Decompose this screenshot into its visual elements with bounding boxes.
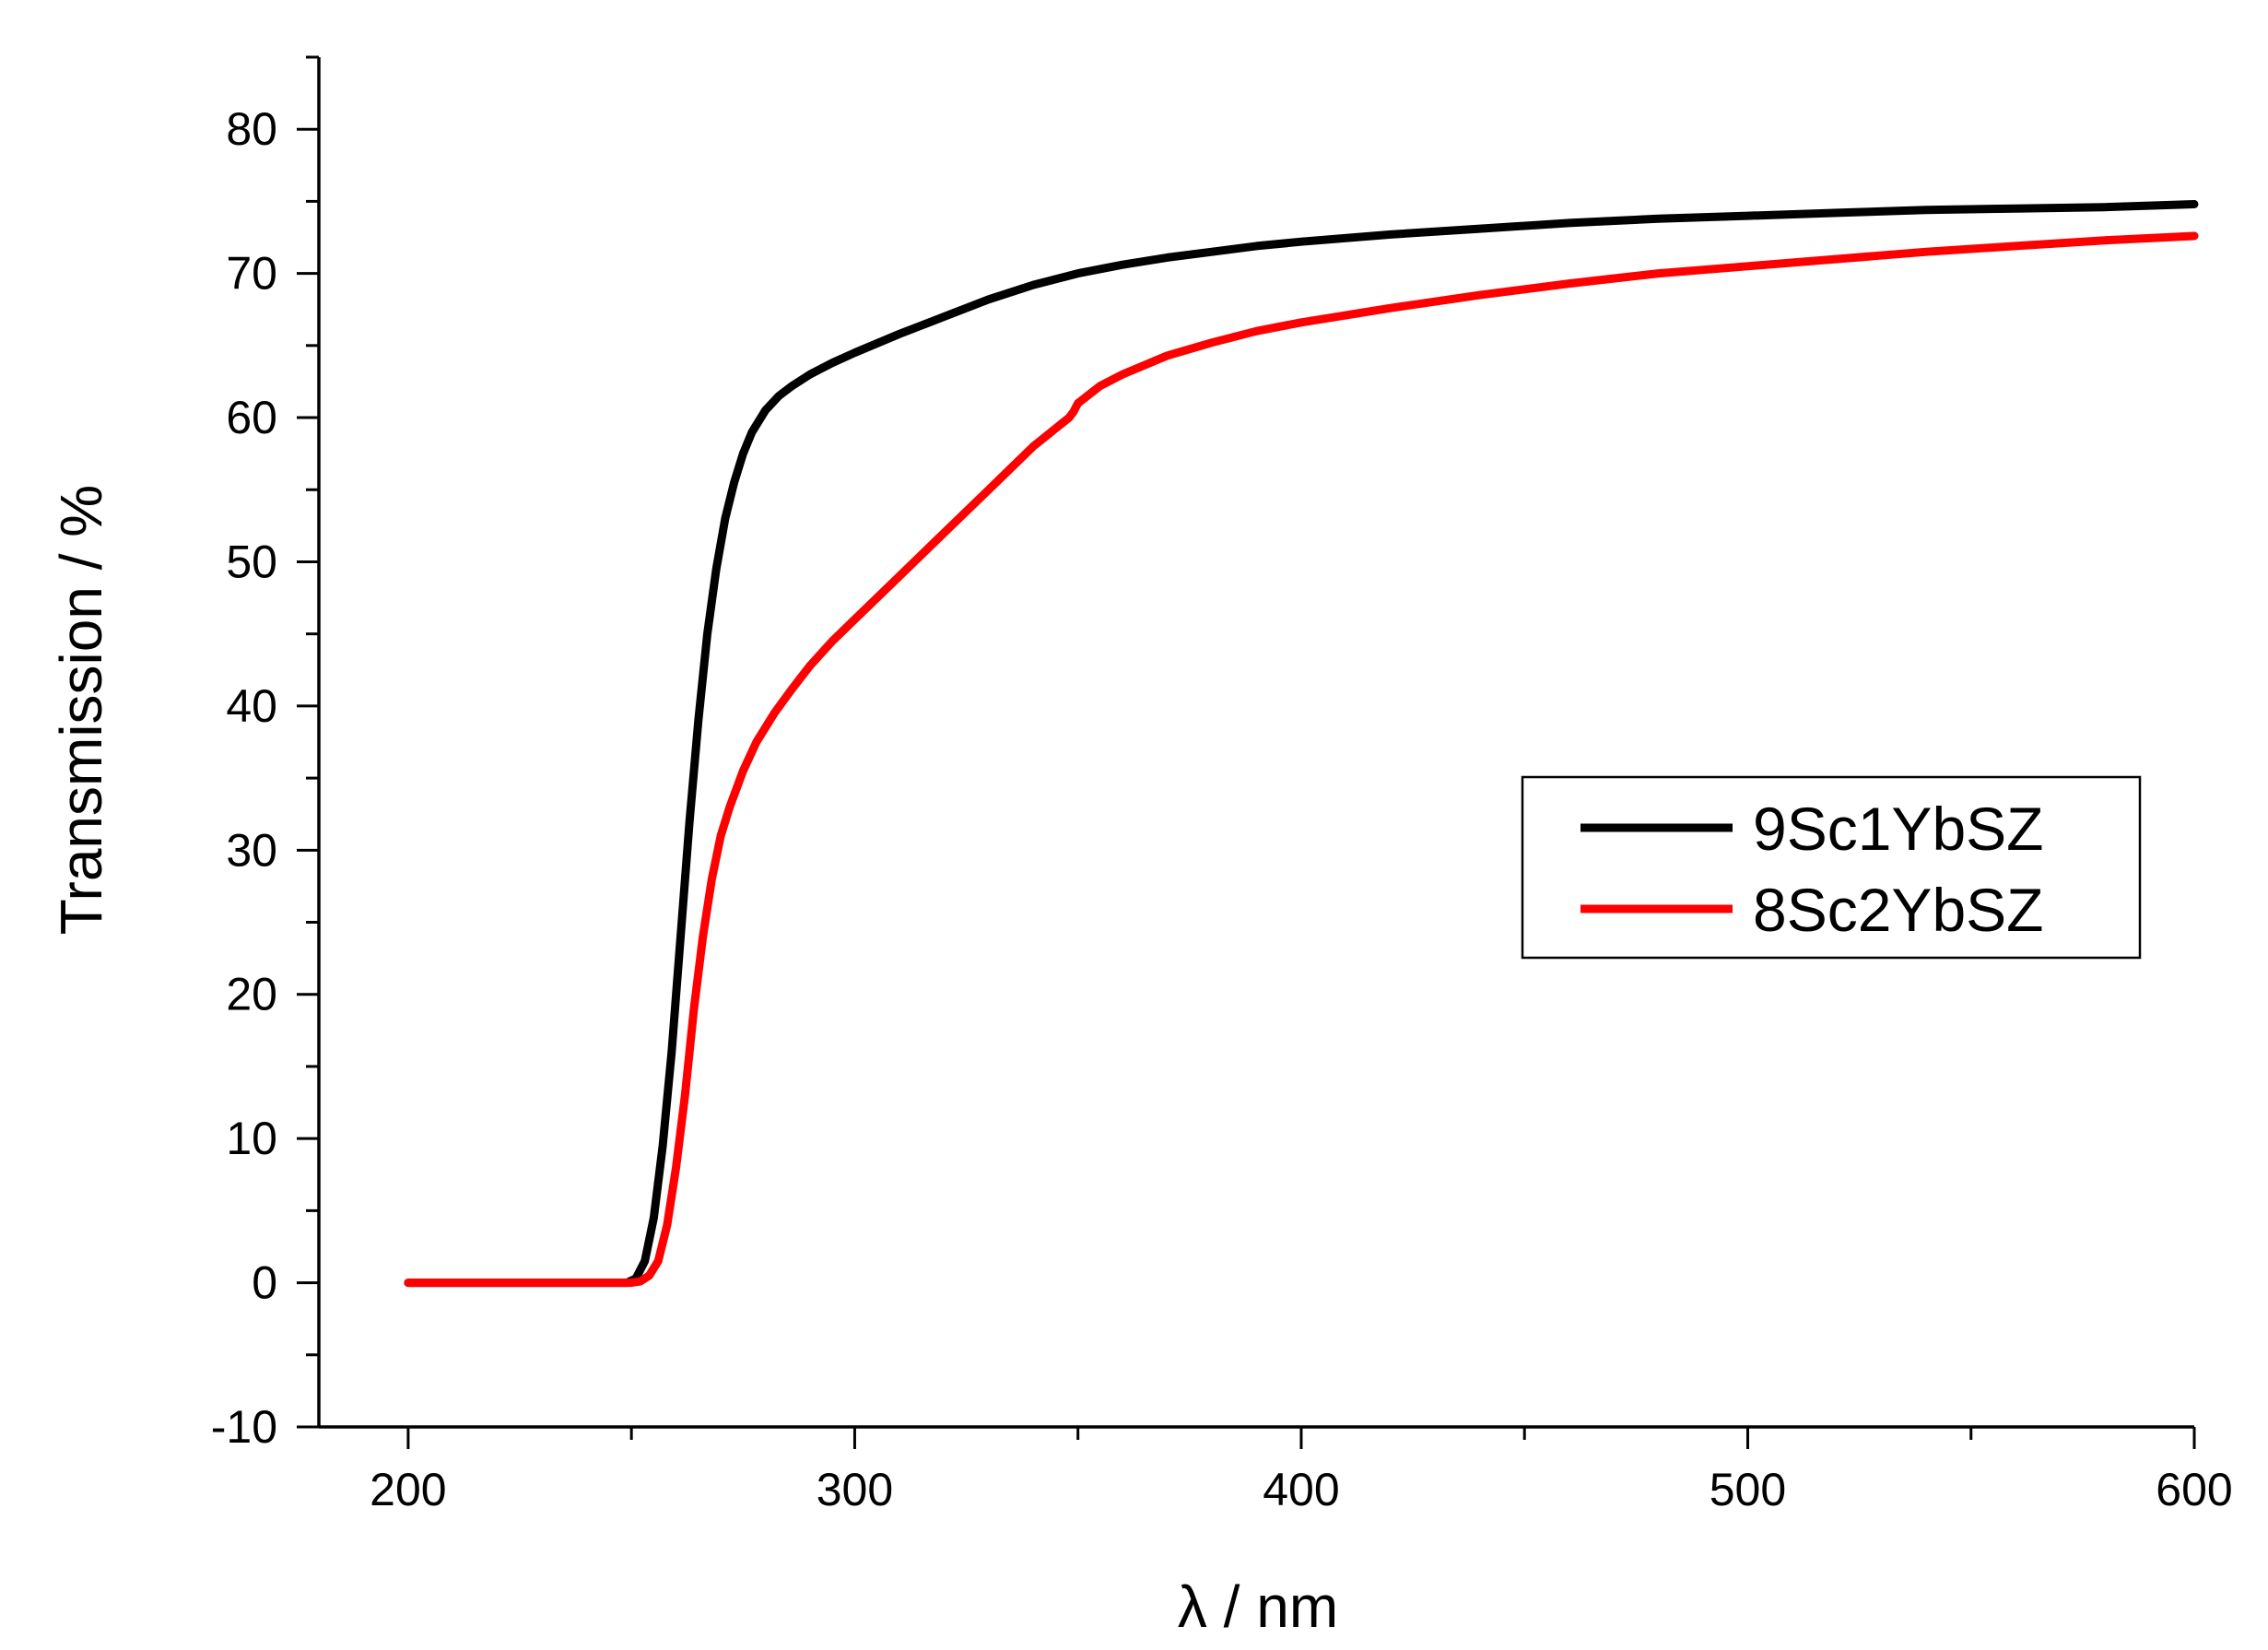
legend: 9Sc1YbSZ 8Sc2YbSZ [1521, 775, 2142, 960]
plot-lines [404, 200, 2199, 1288]
y-tick-label: 50 [226, 536, 277, 587]
x-tick-label: 400 [1263, 1464, 1339, 1515]
y-tick-label: 60 [226, 392, 277, 443]
x-tick-label: 300 [817, 1464, 893, 1515]
legend-label-8sc2ybsz: 8Sc2YbSZ [1753, 876, 2044, 944]
series-line-8sc2ybsz [404, 231, 2199, 1288]
y-tick-label: 70 [226, 248, 277, 300]
x-tick-label: 600 [2156, 1464, 2232, 1515]
y-tick-label: 0 [252, 1257, 277, 1309]
axes [297, 55, 2196, 1449]
y-tick-label: 10 [226, 1113, 277, 1164]
tick-labels: -10 0 10 20 30 40 50 60 70 80 200 300 400 500 600 [211, 103, 2233, 1515]
legend-box [1521, 775, 2142, 960]
y-tick-label: 80 [226, 103, 277, 155]
y-tick-label: 40 [226, 680, 277, 732]
y-tick-label: 30 [226, 824, 277, 876]
legend-label-9sc1ybsz: 9Sc1YbSZ [1753, 795, 2044, 863]
x-axis-title: λ / nm [1178, 1573, 1338, 1640]
y-tick-label: -10 [211, 1401, 277, 1453]
y-tick-label: 20 [226, 969, 277, 1020]
x-tick-label: 200 [370, 1464, 446, 1515]
x-tick-label: 500 [1710, 1464, 1786, 1515]
y-axis-title: Transmission / % [48, 485, 114, 935]
series-line-9sc1ybsz [404, 200, 2199, 1288]
